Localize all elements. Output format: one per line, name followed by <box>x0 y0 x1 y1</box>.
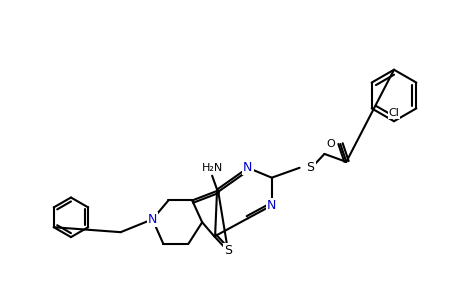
Text: N: N <box>267 199 277 212</box>
Text: S: S <box>224 244 232 258</box>
Text: O: O <box>326 139 335 149</box>
Text: S: S <box>307 161 314 174</box>
Text: H₂N: H₂N <box>201 163 223 173</box>
Text: Cl: Cl <box>389 108 399 118</box>
Text: N: N <box>148 213 157 226</box>
Text: N: N <box>243 161 253 174</box>
